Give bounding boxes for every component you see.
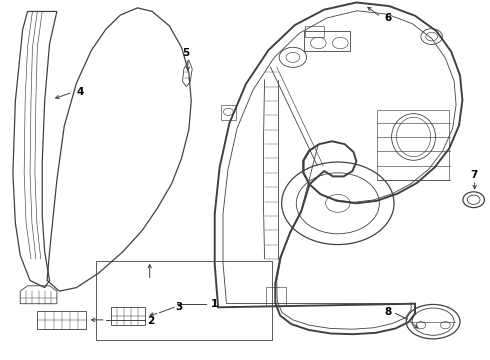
Bar [304, 31, 350, 51]
Text: 2: 2 [147, 316, 154, 325]
Text: 7: 7 [470, 170, 477, 180]
Text: 3: 3 [175, 302, 183, 312]
Bar [305, 26, 324, 37]
Text: 8: 8 [384, 307, 392, 317]
Text: 1: 1 [211, 299, 218, 309]
Text: 6: 6 [384, 13, 392, 23]
Bar [220, 105, 236, 120]
Bar [266, 287, 286, 306]
Bar [96, 261, 272, 339]
Bar [377, 110, 449, 180]
Text: 5: 5 [182, 48, 189, 58]
Text: 4: 4 [76, 87, 84, 97]
